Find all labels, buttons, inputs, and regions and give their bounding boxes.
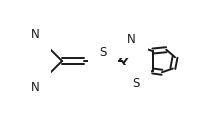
Text: S: S	[99, 45, 107, 58]
Text: S: S	[132, 77, 139, 90]
Text: N: N	[31, 81, 40, 94]
Text: N: N	[31, 28, 40, 41]
Text: N: N	[127, 33, 136, 46]
